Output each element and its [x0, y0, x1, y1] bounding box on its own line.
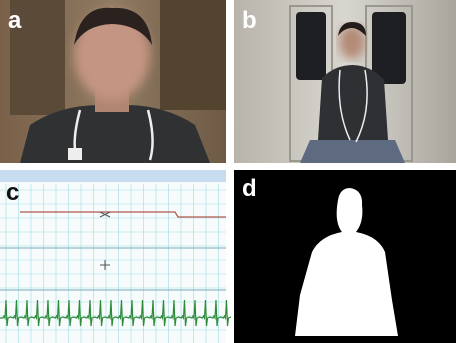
- window: [296, 12, 326, 80]
- panel-label: a: [8, 7, 22, 34]
- window-toolbar: [0, 170, 226, 182]
- legs: [300, 140, 405, 163]
- panel-a: a: [0, 0, 226, 163]
- torso: [318, 65, 388, 140]
- panel-label: b: [242, 7, 257, 34]
- window: [372, 12, 406, 84]
- panel-label: d: [242, 175, 257, 202]
- sensor: [68, 148, 82, 160]
- cabinet: [160, 0, 226, 110]
- panel-label: c: [6, 179, 19, 206]
- figure: a b c d: [0, 0, 456, 343]
- panel-b: b: [234, 0, 456, 163]
- panel-c: c: [0, 170, 231, 343]
- panel-d: d: [234, 170, 456, 343]
